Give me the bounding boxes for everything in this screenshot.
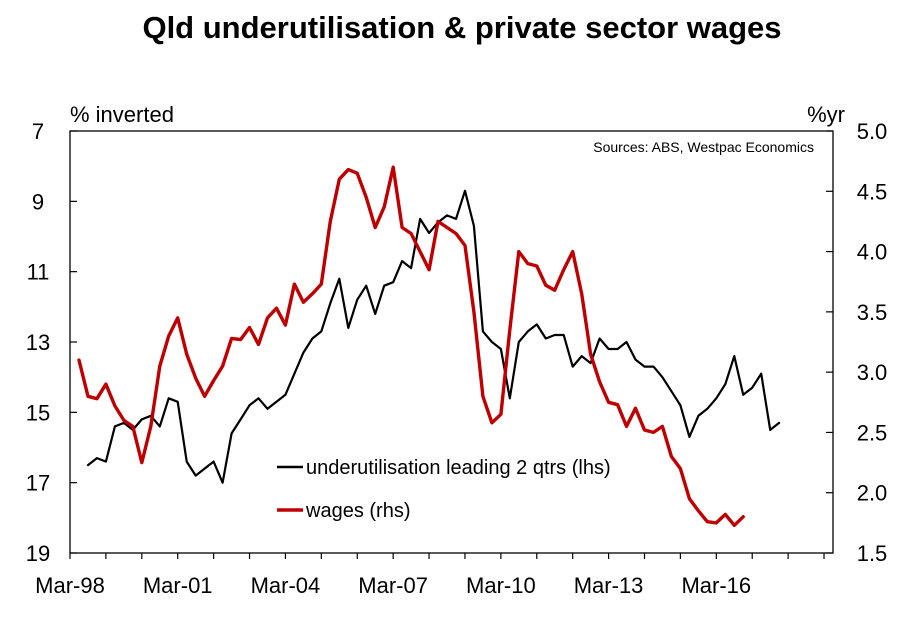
right-tick-label: 2.0 <box>857 481 888 506</box>
x-tick-label: Mar-10 <box>466 573 536 598</box>
x-tick-label: Mar-13 <box>574 573 644 598</box>
left-axis-label: % inverted <box>70 102 174 127</box>
right-axis-ticks: 5.0 4.5 4.0 3.5 3.0 2.5 2.0 1.5 <box>826 119 887 566</box>
right-tick-label: 3.0 <box>857 360 888 385</box>
right-tick-label: 5.0 <box>857 119 888 144</box>
x-tick-label: Mar-04 <box>251 573 321 598</box>
right-tick-label: 4.0 <box>857 240 888 265</box>
series-line-underutilisation <box>86 189 781 484</box>
left-tick-label: 9 <box>32 189 44 214</box>
left-tick-label: 7 <box>32 119 44 144</box>
source-note: Sources: ABS, Westpac Economics <box>593 139 814 155</box>
chart-title: Qld underutilisation & private sector wa… <box>142 10 781 45</box>
series-layer <box>77 165 781 527</box>
x-tick-label: Mar-01 <box>143 573 213 598</box>
x-tick-label: Mar-07 <box>358 573 428 598</box>
right-tick-label: 2.5 <box>857 420 888 445</box>
left-tick-label: 13 <box>26 330 50 355</box>
right-tick-label: 4.5 <box>857 179 888 204</box>
x-axis-ticks: Mar-98 Mar-01 Mar-04 Mar-07 Mar-10 Mar-13 Mar-… <box>35 553 825 598</box>
legend-label-wages: wages (rhs) <box>305 500 410 522</box>
right-tick-label: 3.5 <box>857 300 888 325</box>
x-tick-label: Mar-98 <box>35 573 105 598</box>
left-tick-label: 11 <box>27 260 50 285</box>
legend-label-underutilisation: underutilisation leading 2 qtrs (lhs) <box>306 457 611 479</box>
left-tick-label: 19 <box>26 541 50 566</box>
left-axis-ticks: 7 9 11 13 15 17 19 <box>26 119 77 566</box>
right-axis-label: %yr <box>807 102 845 127</box>
left-tick-label: 17 <box>26 471 50 496</box>
right-tick-label: 1.5 <box>857 541 888 566</box>
x-tick-label: Mar-16 <box>681 573 751 598</box>
legend: underutilisation leading 2 qtrs (lhs) wa… <box>277 457 611 522</box>
left-tick-label: 15 <box>26 400 50 425</box>
series-line-wages <box>77 165 745 527</box>
